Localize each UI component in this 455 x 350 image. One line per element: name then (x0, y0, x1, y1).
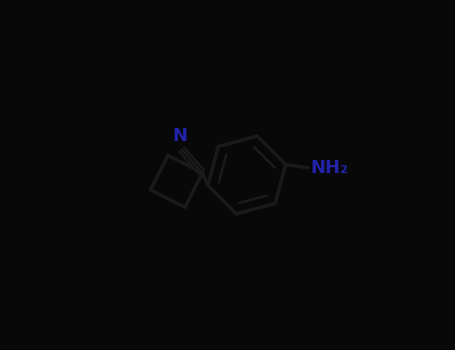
Text: N: N (172, 127, 187, 145)
Text: NH₂: NH₂ (310, 159, 348, 177)
